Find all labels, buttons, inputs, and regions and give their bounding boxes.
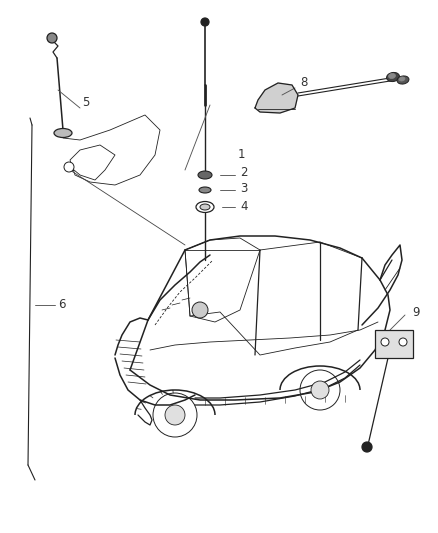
Ellipse shape [199, 187, 211, 193]
Text: 4: 4 [240, 200, 247, 214]
Ellipse shape [389, 74, 396, 78]
Circle shape [64, 162, 74, 172]
Circle shape [399, 338, 407, 346]
Circle shape [47, 33, 57, 43]
Polygon shape [255, 83, 298, 113]
Text: 2: 2 [240, 166, 247, 179]
Text: 9: 9 [412, 305, 420, 319]
Circle shape [362, 442, 372, 452]
Text: 1: 1 [238, 149, 246, 161]
Ellipse shape [198, 171, 212, 179]
Ellipse shape [196, 201, 214, 213]
Ellipse shape [397, 76, 409, 84]
Text: 6: 6 [58, 298, 66, 311]
Ellipse shape [54, 128, 72, 138]
Text: 5: 5 [82, 96, 89, 109]
Ellipse shape [200, 204, 210, 210]
Circle shape [165, 405, 185, 425]
Circle shape [311, 381, 329, 399]
Ellipse shape [387, 72, 399, 82]
Circle shape [381, 338, 389, 346]
Circle shape [192, 302, 208, 318]
Ellipse shape [399, 77, 405, 81]
Text: 3: 3 [240, 182, 247, 195]
Circle shape [201, 18, 209, 26]
Text: 8: 8 [300, 77, 307, 90]
FancyBboxPatch shape [375, 330, 413, 358]
